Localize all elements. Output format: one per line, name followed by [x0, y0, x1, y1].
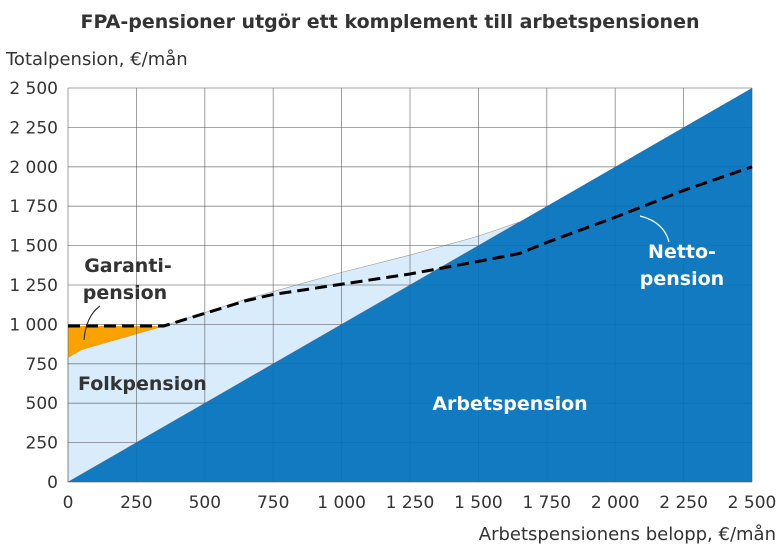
chart-title: FPA-pensioner utgör ett komplement till … — [81, 11, 700, 33]
garantipension-label-1: Garanti- — [84, 255, 172, 277]
y-tick-label: 250 — [26, 434, 58, 454]
x-tick-label: 2 500 — [728, 493, 777, 513]
x-tick-label: 1 750 — [522, 493, 571, 513]
y-tick-label: 1 250 — [9, 276, 58, 296]
garantipension-label-2: pension — [83, 282, 167, 304]
x-tick-label: 250 — [120, 493, 152, 513]
x-tick-label: 750 — [257, 493, 289, 513]
x-tick-label: 1 000 — [317, 493, 366, 513]
folkpension-label: Folkpension — [78, 373, 207, 395]
arbetspension-label: Arbetspension — [432, 393, 587, 415]
y-tick-label: 500 — [26, 394, 58, 414]
y-tick-label: 2 250 — [9, 118, 58, 138]
x-tick-label: 2 000 — [591, 493, 640, 513]
x-tick-label: 2 250 — [659, 493, 708, 513]
x-tick-label: 1 250 — [386, 493, 435, 513]
x-tick-label: 0 — [63, 493, 74, 513]
x-tick-label: 1 500 — [454, 493, 503, 513]
y-tick-label: 2 000 — [9, 158, 58, 178]
arbetspension-area — [68, 88, 752, 482]
y-tick-label: 750 — [26, 355, 58, 375]
nettopension-leader — [639, 215, 670, 243]
y-axis-label: Totalpension, €/mån — [5, 49, 188, 70]
y-tick-label: 1 000 — [9, 315, 58, 335]
x-axis-label: Arbetspensionens belopp, €/mån — [479, 524, 776, 545]
y-tick-label: 1 750 — [9, 197, 58, 217]
nettopension-line — [68, 165, 753, 328]
x-tick-label: 500 — [189, 493, 221, 513]
y-tick-label: 0 — [47, 473, 58, 493]
garantipension-leader — [83, 305, 101, 341]
garantipension-area — [68, 325, 164, 358]
nettopension-label-2: pension — [640, 268, 724, 290]
nettopension-label-1: Netto- — [648, 241, 716, 263]
y-tick-label: 1 500 — [9, 237, 58, 257]
y-tick-label: 2 500 — [9, 79, 58, 99]
